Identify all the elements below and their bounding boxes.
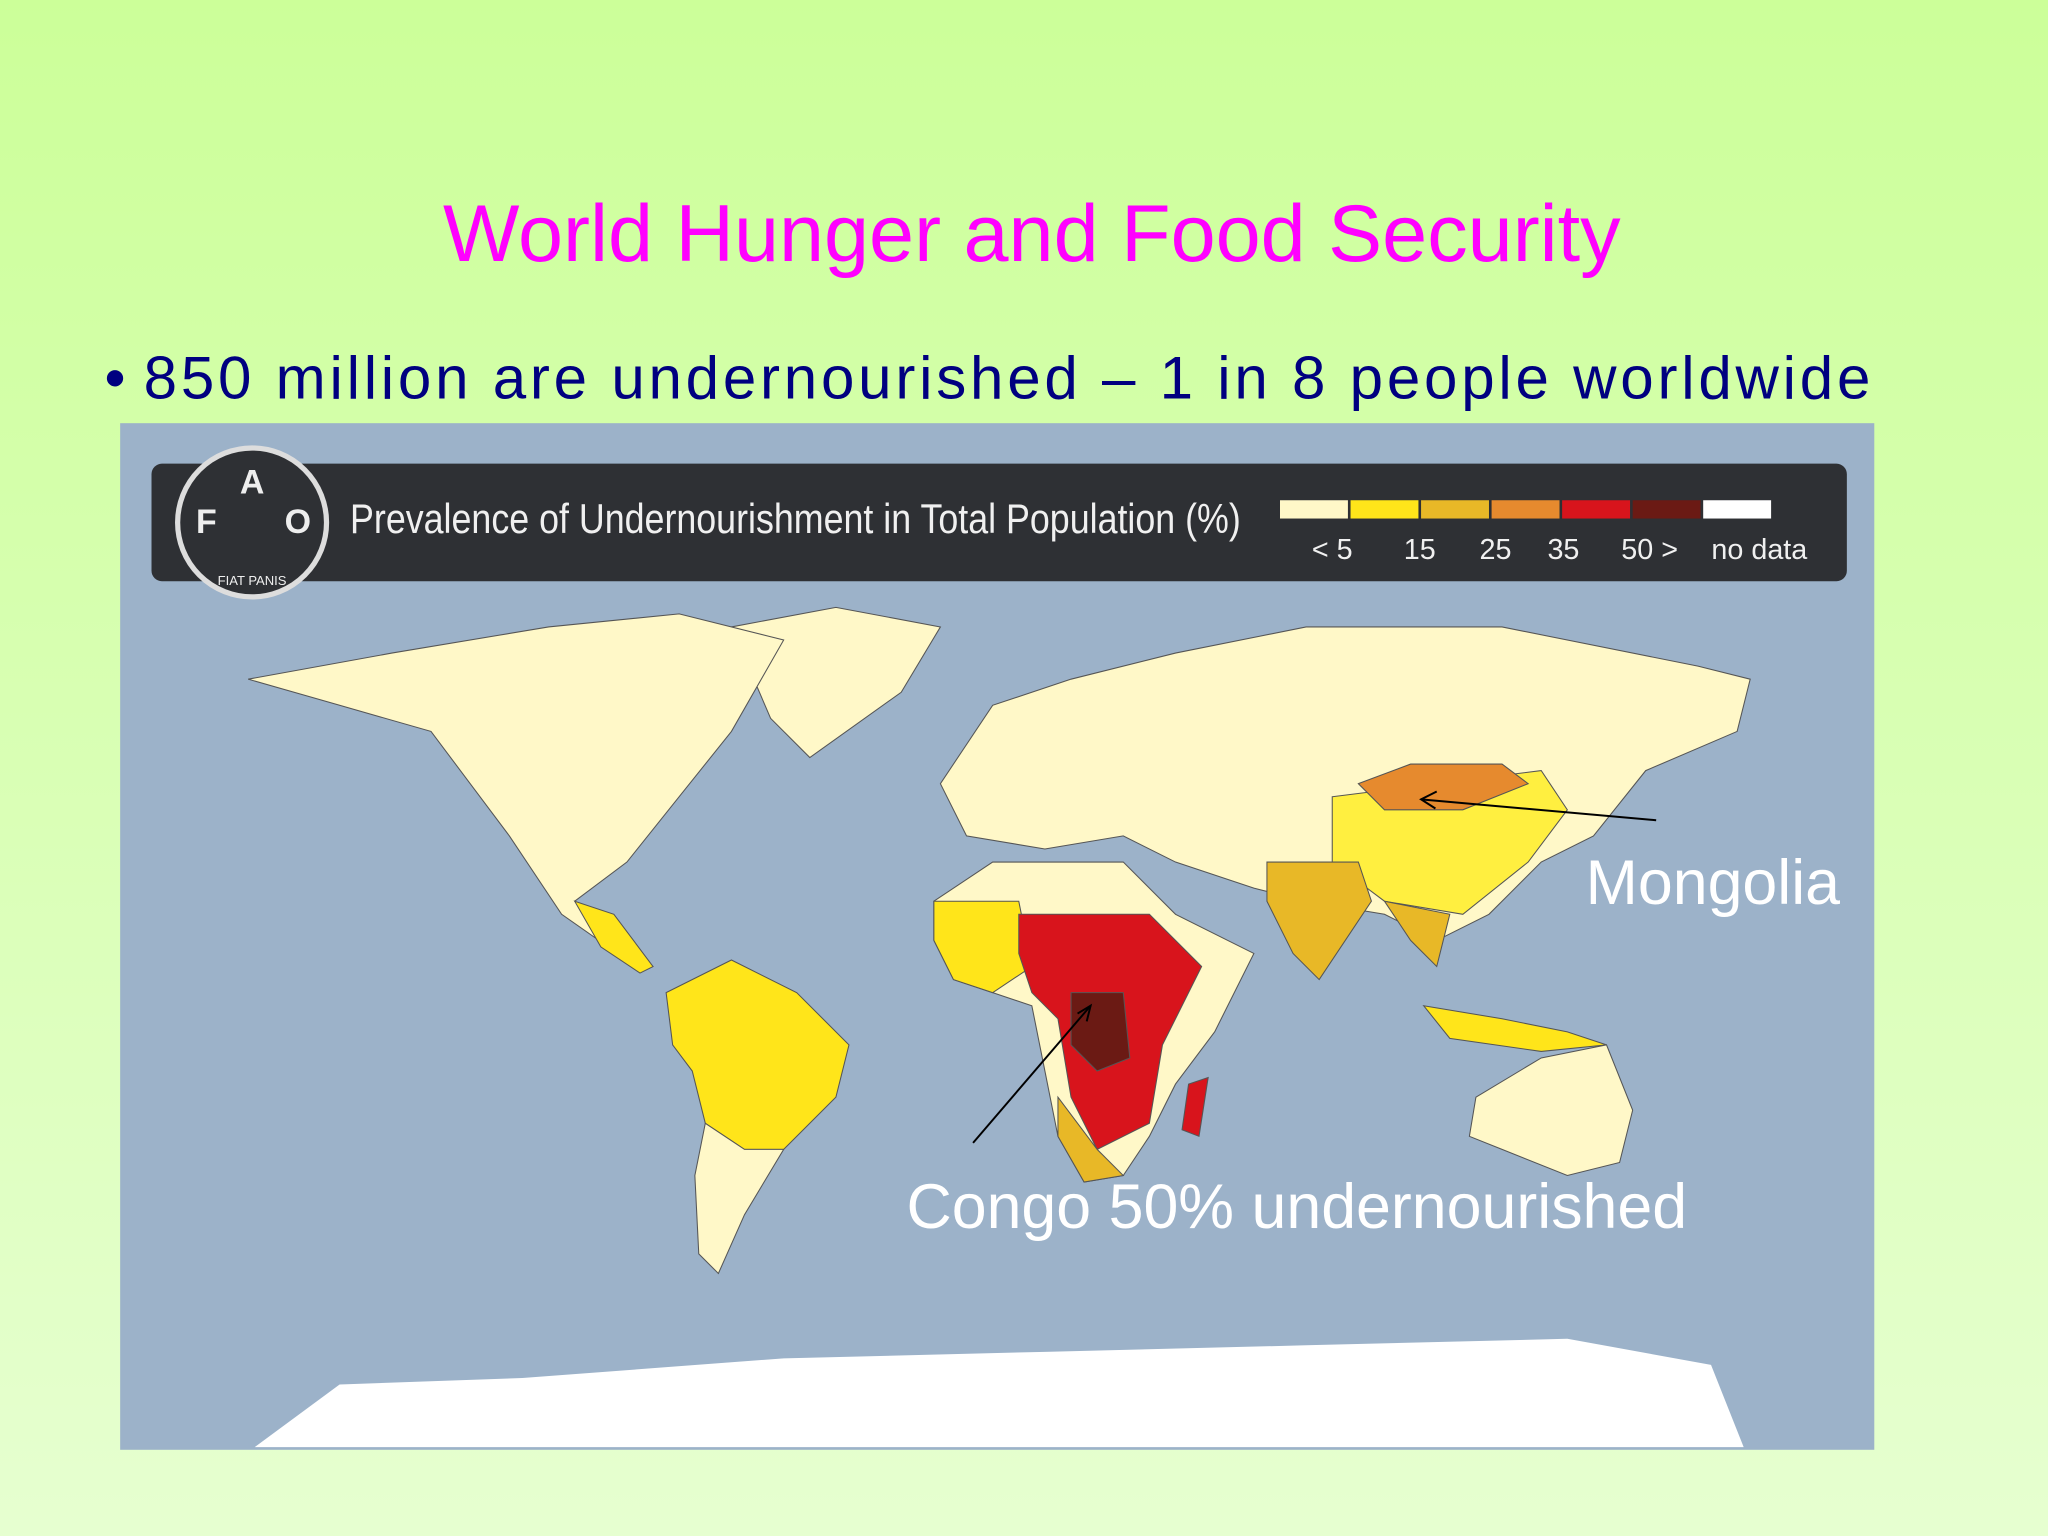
legend-label: no data bbox=[1711, 534, 1807, 566]
south-america-south bbox=[694, 1122, 785, 1275]
arrow bbox=[972, 1005, 1092, 1144]
australia bbox=[1468, 1044, 1634, 1177]
southeast-asia bbox=[1383, 900, 1451, 968]
mongolia bbox=[1357, 763, 1530, 811]
legend-swatch bbox=[1703, 500, 1772, 519]
legend-swatch bbox=[1491, 500, 1560, 519]
greenland bbox=[730, 606, 942, 759]
legend-swatch bbox=[1562, 500, 1631, 519]
eurasia bbox=[939, 626, 1751, 941]
legend-swatch bbox=[1280, 500, 1348, 519]
arrowhead bbox=[1077, 1003, 1093, 1022]
logo-letter: O bbox=[285, 503, 311, 541]
arrow bbox=[1420, 798, 1657, 822]
west-africa bbox=[933, 900, 1033, 994]
legend: < 5 15 25 35 50 > no data bbox=[1280, 500, 1807, 566]
legend-swatch bbox=[1632, 500, 1701, 519]
bullet-text: 850 million are undernourished – 1 in 8 … bbox=[144, 344, 1871, 411]
central-america bbox=[573, 900, 654, 974]
legend-title: Prevalence of Undernourishment in Total … bbox=[350, 495, 1241, 542]
logo-letter: F bbox=[196, 503, 217, 541]
logo-motto: FIAT PANIS bbox=[218, 573, 287, 588]
antarctica bbox=[254, 1338, 1744, 1448]
legend-swatch bbox=[1350, 500, 1419, 519]
southern-africa bbox=[1057, 1095, 1125, 1183]
logo-letter: A bbox=[240, 464, 265, 502]
legend-label: 50 > bbox=[1621, 534, 1678, 566]
bullet-marker: • bbox=[104, 344, 125, 411]
legend-swatch bbox=[1421, 500, 1489, 519]
india bbox=[1266, 861, 1373, 981]
map: F A O FIAT PANIS Prevalence of Undernour… bbox=[120, 423, 1875, 1450]
legend-label: 35 bbox=[1547, 534, 1579, 566]
fao-logo bbox=[175, 445, 330, 600]
annotation: Congo 50% undernourished bbox=[906, 1172, 1687, 1242]
legend-bar bbox=[151, 463, 1847, 582]
legend-label: 25 bbox=[1480, 534, 1512, 566]
annotation: Mongolia bbox=[1586, 848, 1841, 918]
arrowhead bbox=[1419, 790, 1438, 810]
slide-title: World Hunger and Food Security bbox=[443, 189, 1621, 279]
legend-label: < 5 bbox=[1312, 534, 1353, 566]
madagascar bbox=[1181, 1076, 1209, 1138]
legend-label: 15 bbox=[1404, 534, 1436, 566]
